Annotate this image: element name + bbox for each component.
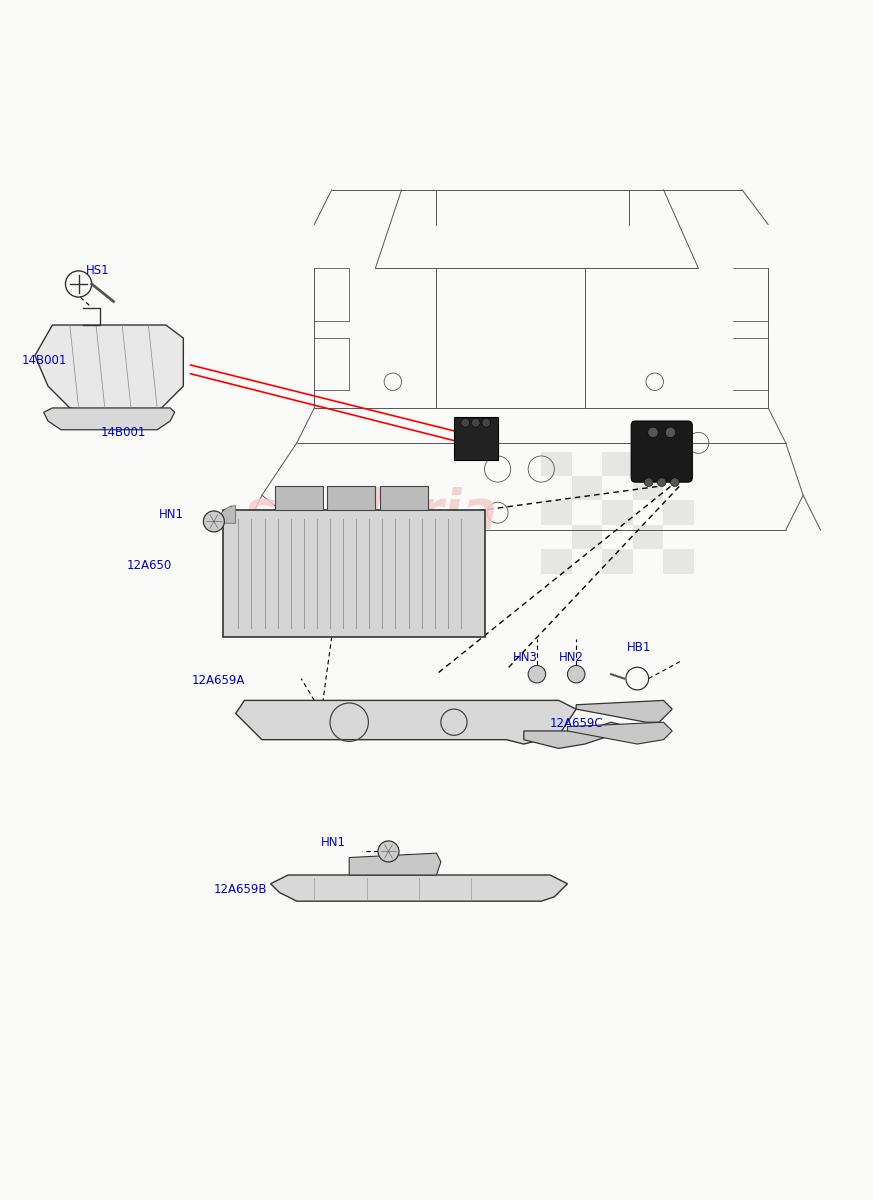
Bar: [572, 476, 602, 500]
Bar: [275, 486, 323, 510]
Text: HN3: HN3: [513, 652, 538, 664]
Wedge shape: [218, 505, 236, 523]
Bar: [602, 550, 633, 574]
Bar: [633, 476, 663, 500]
Bar: [380, 486, 428, 510]
Circle shape: [648, 427, 658, 438]
Text: HN1: HN1: [159, 508, 184, 521]
Text: scuderia: scuderia: [244, 487, 498, 539]
Text: 12A659C: 12A659C: [550, 718, 603, 731]
Circle shape: [528, 666, 546, 683]
Circle shape: [644, 478, 653, 486]
Bar: [572, 524, 602, 550]
Circle shape: [471, 419, 480, 427]
Circle shape: [657, 478, 666, 486]
Circle shape: [378, 841, 399, 862]
Bar: [223, 510, 485, 637]
Polygon shape: [576, 701, 672, 722]
Bar: [663, 550, 694, 574]
Bar: [633, 524, 663, 550]
Polygon shape: [35, 325, 183, 416]
Bar: [541, 500, 572, 524]
Polygon shape: [44, 408, 175, 430]
Circle shape: [665, 427, 676, 438]
Circle shape: [567, 666, 585, 683]
Circle shape: [670, 478, 679, 486]
Bar: [454, 416, 498, 461]
Text: car: car: [244, 530, 323, 574]
Polygon shape: [567, 722, 672, 744]
Bar: [541, 550, 572, 574]
Circle shape: [461, 419, 470, 427]
Bar: [663, 500, 694, 524]
Bar: [327, 486, 375, 510]
Text: HN2: HN2: [559, 652, 584, 664]
Text: 14B001: 14B001: [100, 426, 146, 439]
Text: HS1: HS1: [86, 264, 109, 276]
Text: 12A650: 12A650: [127, 559, 172, 572]
FancyBboxPatch shape: [631, 421, 692, 482]
Polygon shape: [236, 701, 576, 744]
Text: 14B001: 14B001: [22, 354, 67, 367]
Polygon shape: [524, 722, 629, 749]
Polygon shape: [271, 875, 567, 901]
Bar: [602, 500, 633, 524]
Polygon shape: [349, 853, 441, 875]
Text: 12A659A: 12A659A: [192, 674, 245, 686]
Bar: [541, 451, 572, 476]
Text: HN1: HN1: [321, 836, 347, 850]
Bar: [602, 451, 633, 476]
Text: 12A659B: 12A659B: [214, 883, 267, 896]
Bar: [663, 451, 694, 476]
Text: HB1: HB1: [627, 641, 651, 654]
Circle shape: [482, 419, 491, 427]
Circle shape: [203, 511, 224, 532]
